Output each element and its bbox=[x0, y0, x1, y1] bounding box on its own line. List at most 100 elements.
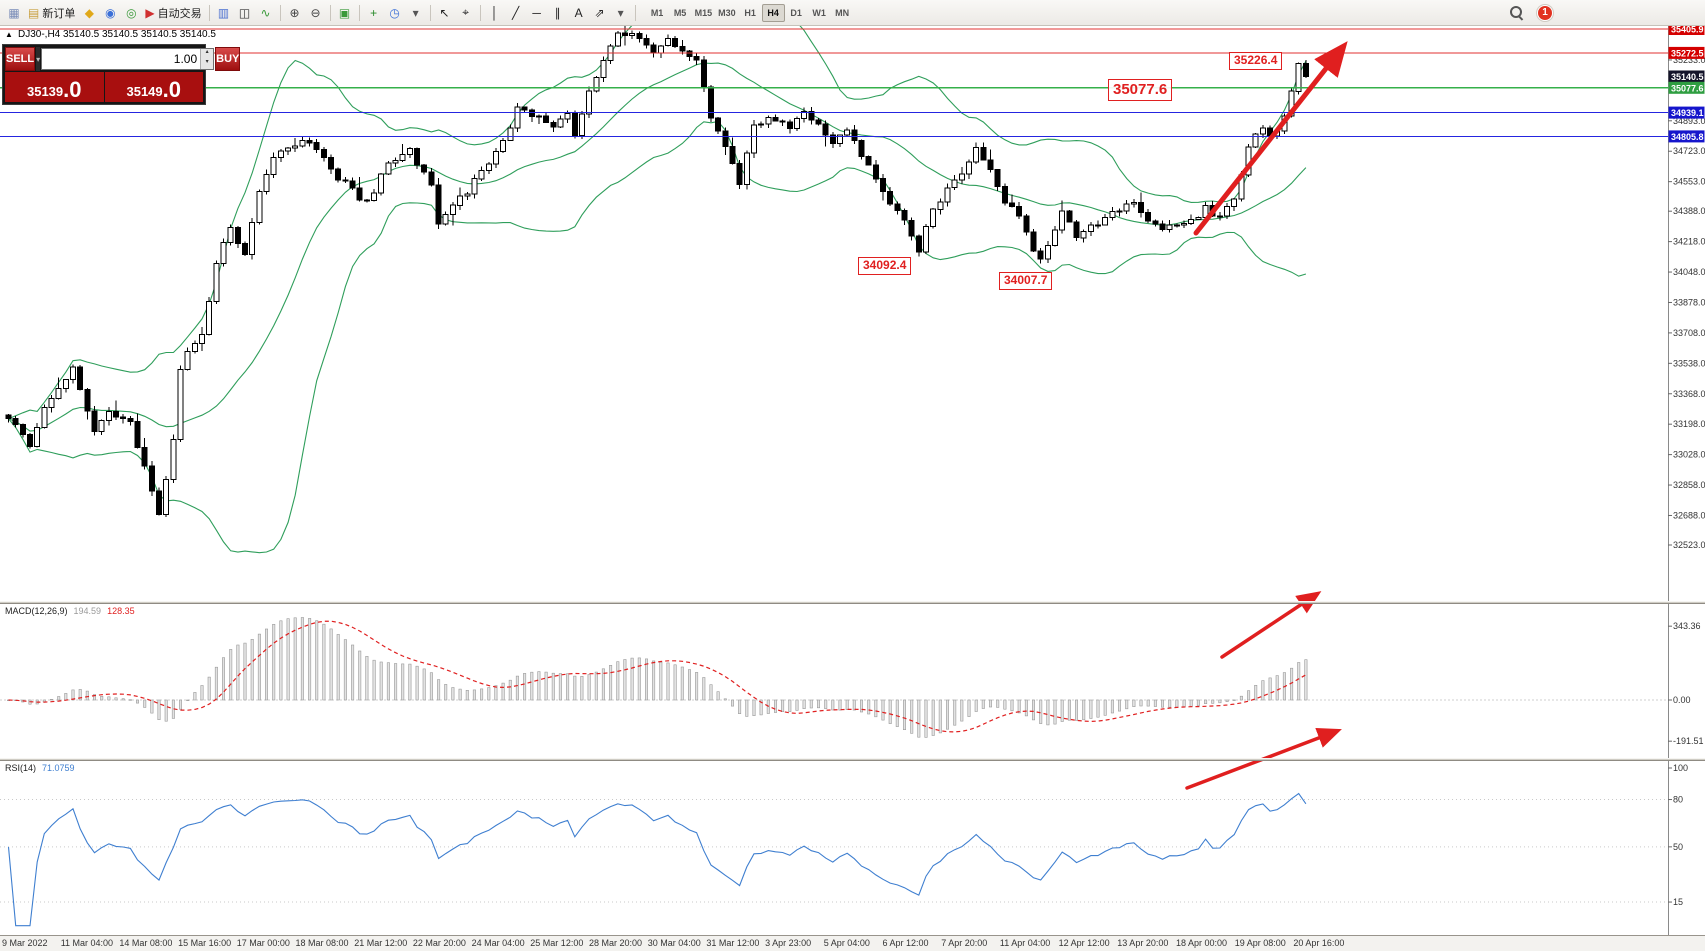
volume-up-icon[interactable]: ▴ bbox=[205, 49, 209, 55]
svg-text:34218.0: 34218.0 bbox=[1673, 237, 1705, 247]
time-tick: 24 Mar 04:00 bbox=[471, 938, 525, 948]
toolbar-buttons: ▦ ▤ 新订单 ◆ ◉ ◎ ▶ 自动交易 ▥ ◫ ∿ ⊕ ⊖ ▣ + ◷ ▾ ↖ ⌖ │ ╱ ─ ∥ A ⇗ ▾ bbox=[4, 3, 639, 23]
rsi-name: RSI(14) bbox=[5, 763, 37, 773]
price-annotation[interactable]: 35226.4 bbox=[1229, 52, 1283, 70]
magnifier-icon bbox=[1509, 5, 1524, 20]
time-tick: 13 Apr 20:00 bbox=[1117, 938, 1169, 948]
chart-window-icon: ▦ bbox=[8, 5, 20, 20]
bid-price-main: 35139 bbox=[26, 84, 64, 99]
rsi-value: 71.0759 bbox=[42, 763, 75, 773]
toolbar: ▦ ▤ 新订单 ◆ ◉ ◎ ▶ 自动交易 ▥ ◫ ∿ ⊕ ⊖ ▣ + ◷ ▾ ↖ ⌖ │ ╱ ─ ∥ A ⇗ ▾ M1 M5 M15 M… bbox=[0, 0, 1705, 26]
timeframe-m5[interactable]: M5 bbox=[673, 7, 687, 18]
timeframe-m15[interactable]: M15 bbox=[694, 7, 713, 18]
time-tick: 3 Apr 23:00 bbox=[765, 938, 812, 948]
sell-button[interactable]: SELL bbox=[5, 47, 36, 71]
new-order-button: ▤ bbox=[28, 5, 40, 20]
volume-field-wrap: ▴ ▾ bbox=[41, 48, 215, 70]
volume-down-icon[interactable]: ▾ bbox=[205, 59, 209, 65]
timeframe-h1[interactable]: H1 bbox=[744, 7, 756, 18]
horizontal-line-icon[interactable]: ─ bbox=[527, 3, 547, 23]
timeframe-m1[interactable]: M1 bbox=[650, 7, 664, 18]
zoom-out-icon[interactable]: ⊖ bbox=[306, 3, 326, 23]
svg-text:34723.0: 34723.0 bbox=[1673, 146, 1705, 156]
timeframe-mn[interactable]: MN bbox=[835, 7, 850, 18]
notification-badge[interactable]: 1 bbox=[1537, 4, 1553, 21]
panel-splitter[interactable] bbox=[0, 601, 1705, 604]
svg-text:33708.0: 33708.0 bbox=[1673, 328, 1705, 338]
timeframe-d1[interactable]: D1 bbox=[790, 7, 802, 18]
time-axis[interactable]: 9 Mar 2022 11 Mar 04:00 14 Mar 08:00 15 Mar… bbox=[0, 935, 1705, 951]
bar-chart-icon[interactable]: ▥ bbox=[214, 3, 234, 23]
auto-trading-button[interactable]: ▶ 自动交易 bbox=[142, 3, 204, 23]
zoom-out-icon: ⊖ bbox=[310, 5, 321, 20]
cycles-icon[interactable]: ◷ bbox=[385, 3, 405, 23]
text-tool-icon: A bbox=[574, 5, 583, 20]
crosshair-icon[interactable]: ⌖ bbox=[456, 3, 476, 23]
bid-price[interactable]: 35139.0 bbox=[5, 72, 104, 102]
accounts-icon[interactable]: ◉ bbox=[100, 3, 120, 23]
vertical-line-icon[interactable]: │ bbox=[485, 3, 505, 23]
svg-text:32688.0: 32688.0 bbox=[1673, 511, 1705, 521]
timeframe-m30[interactable]: M30 bbox=[718, 7, 736, 18]
one-click-collapse-icon[interactable]: ▲ bbox=[5, 30, 13, 39]
order-options-caret-icon[interactable]: ▾ bbox=[36, 47, 41, 71]
macd-main-value: 194.59 bbox=[73, 606, 102, 616]
time-tick: 14 Mar 08:00 bbox=[119, 938, 173, 948]
tile-windows-icon: ▣ bbox=[338, 5, 351, 20]
svg-text:34553.0: 34553.0 bbox=[1673, 177, 1705, 187]
time-tick: 7 Apr 20:00 bbox=[941, 938, 988, 948]
text-tool-icon[interactable]: A bbox=[569, 3, 589, 23]
tile-windows-icon[interactable]: ▣ bbox=[335, 3, 355, 23]
price-annotation[interactable]: 34092.4 bbox=[858, 257, 912, 275]
volume-input[interactable] bbox=[42, 49, 201, 69]
cursor-icon[interactable]: ↖ bbox=[435, 3, 455, 23]
auto-trading-button: ▶ bbox=[145, 5, 155, 20]
toolbar-separator bbox=[329, 4, 331, 21]
price-annotation[interactable]: 34007.7 bbox=[999, 272, 1053, 290]
channel-icon[interactable]: ∥ bbox=[548, 3, 568, 23]
volume-stepper: ▴ ▾ bbox=[200, 49, 214, 69]
price-axis[interactable] bbox=[1668, 26, 1705, 935]
svg-text:35140.5: 35140.5 bbox=[1671, 72, 1704, 82]
dropdown-arrow2-icon[interactable]: ▾ bbox=[611, 3, 631, 23]
timeframe-w1[interactable]: W1 bbox=[812, 7, 826, 18]
dropdown-arrow-icon[interactable]: ▾ bbox=[406, 3, 426, 23]
panel-splitter[interactable] bbox=[0, 758, 1705, 761]
time-tick: 17 Mar 00:00 bbox=[236, 938, 290, 948]
line-chart-icon[interactable]: ∿ bbox=[256, 3, 276, 23]
info-icon: ◎ bbox=[126, 5, 137, 20]
svg-text:34939.1: 34939.1 bbox=[1671, 108, 1704, 118]
chart-title: DJ30-,H4 35140.5 35140.5 35140.5 35140.5 bbox=[18, 29, 216, 40]
svg-text:34805.8: 34805.8 bbox=[1671, 132, 1704, 142]
zoom-in-icon[interactable]: ⊕ bbox=[285, 3, 305, 23]
dropdown-arrow2-icon: ▾ bbox=[617, 5, 624, 20]
svg-text:32523.0: 32523.0 bbox=[1673, 540, 1705, 550]
cursor-icon: ↖ bbox=[439, 5, 450, 20]
time-tick: 21 Mar 12:00 bbox=[354, 938, 408, 948]
rsi-indicator-label: RSI(14) 71.0759 bbox=[5, 763, 75, 773]
ask-price[interactable]: 35149.0 bbox=[104, 72, 203, 102]
time-tick: 18 Mar 08:00 bbox=[295, 938, 349, 948]
shapes-icon[interactable]: ⇗ bbox=[590, 3, 610, 23]
crosshair-icon: ⌖ bbox=[462, 5, 469, 19]
buy-button[interactable]: BUY bbox=[215, 47, 241, 71]
chart-canvas[interactable]: 35233.0 34893.0 34723.0 34553.0 34388.0 34218… bbox=[0, 26, 1705, 951]
svg-text:34048.0: 34048.0 bbox=[1673, 267, 1705, 277]
market-watch-icon[interactable]: ◆ bbox=[79, 3, 99, 23]
svg-text:33878.0: 33878.0 bbox=[1673, 298, 1705, 308]
info-icon[interactable]: ◎ bbox=[121, 3, 141, 23]
chart-window-icon[interactable]: ▦ bbox=[4, 3, 24, 23]
time-tick: 18 Apr 00:00 bbox=[1176, 938, 1228, 948]
price-annotation[interactable]: 35077.6 bbox=[1108, 79, 1173, 101]
candlestick-chart-icon[interactable]: ◫ bbox=[235, 3, 255, 23]
svg-text:33198.0: 33198.0 bbox=[1673, 419, 1705, 429]
new-order-button[interactable]: ▤ 新订单 bbox=[25, 3, 78, 23]
search-icon[interactable] bbox=[1506, 3, 1527, 23]
shapes-icon: ⇗ bbox=[594, 5, 605, 20]
toolbar-separator bbox=[634, 4, 636, 21]
timeframe-h4[interactable]: H4 bbox=[761, 3, 785, 22]
time-tick: 31 Mar 12:00 bbox=[706, 938, 760, 948]
indicators-icon[interactable]: + bbox=[364, 3, 384, 23]
trendline-icon[interactable]: ╱ bbox=[506, 3, 526, 23]
svg-text:50: 50 bbox=[1673, 842, 1683, 852]
